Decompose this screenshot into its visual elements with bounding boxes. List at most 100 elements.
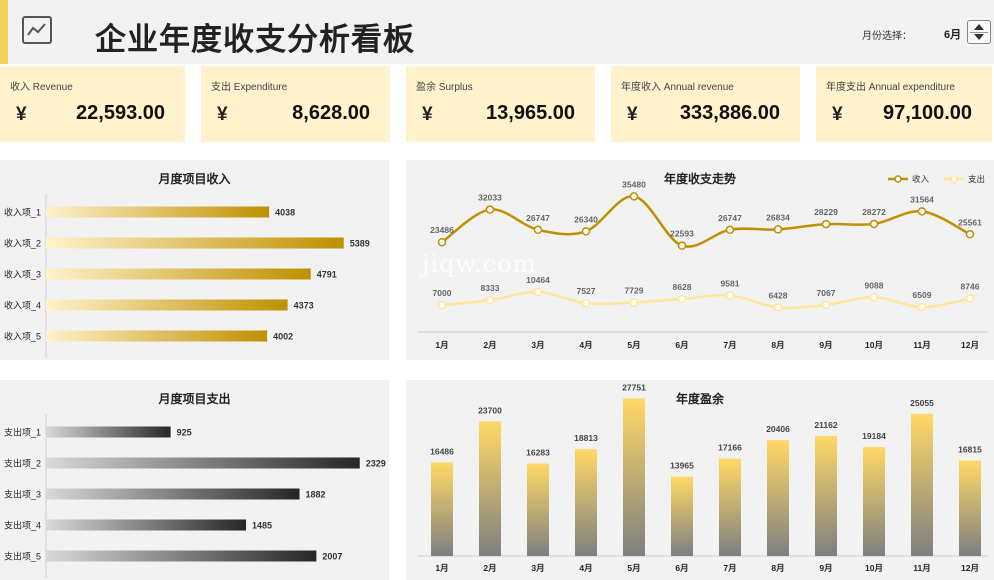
data-label: 20406: [766, 424, 790, 434]
surplus-bar: [767, 440, 789, 556]
surplus-bar: [815, 435, 837, 556]
x-tick-label: 10月: [865, 563, 883, 573]
kpi-card-annual-expenditure: 年度支出 Annual expenditure ¥ 97,100.00: [816, 66, 992, 142]
series-point: [629, 298, 639, 307]
series-point: [533, 287, 543, 297]
x-tick-label: 6月: [675, 340, 688, 350]
surplus-bar: [527, 463, 549, 556]
expense-category-label: 支出项_1: [4, 427, 41, 438]
series-point: [917, 302, 927, 312]
data-label: 22593: [670, 229, 694, 239]
expense-value-label: 925: [177, 428, 192, 438]
series-point: [437, 237, 447, 247]
kpi-label: 年度收入 Annual revenue: [621, 82, 734, 93]
kpi-value: 8,628.00: [292, 102, 370, 124]
annual-surplus-chart: 16486 1月 23700 2月 16283 3月 18813 4月 27751 5月 13965…: [418, 382, 988, 573]
surplus-bar: [575, 449, 597, 556]
data-label: 7067: [817, 288, 836, 298]
dashboard-header: 企业年度收支分析看板 月份选择： 6月: [0, 0, 994, 64]
x-tick-label: 8月: [771, 563, 784, 573]
income-value-label: 4373: [294, 301, 314, 311]
surplus-bar: [719, 458, 741, 556]
month-spinner[interactable]: [967, 20, 991, 44]
income-bar: [46, 268, 311, 280]
series-point: [485, 295, 495, 305]
legend-label: 收入: [912, 174, 930, 184]
month-select-label: 月份选择：: [862, 31, 912, 42]
income-category-label: 收入项_1: [4, 207, 41, 218]
x-tick-label: 7月: [723, 563, 736, 573]
expense-value-label: 1882: [306, 490, 326, 500]
x-tick-label: 2月: [483, 563, 496, 573]
x-tick-label: 7月: [723, 340, 736, 350]
series-point: [869, 293, 879, 302]
dashboard-title: 企业年度收支分析看板: [95, 22, 415, 58]
expense-value-label: 2329: [366, 459, 386, 469]
data-label: 17166: [718, 443, 742, 453]
panel-monthly-expense: 月度项目支出 支出项_1 925 支出项_2 2329 支出项_3 1882 支出项_4 14…: [0, 380, 389, 580]
data-label: 7000: [433, 288, 452, 298]
kpi-currency: ¥: [422, 104, 433, 125]
data-label: 31564: [910, 194, 934, 204]
panel-annual-surplus: 年度盈余 16486 1月 23700 2月 16283 3月 18813 4月 27751 5月…: [406, 380, 994, 580]
series-point: [629, 192, 639, 201]
kpi-currency: ¥: [217, 104, 228, 125]
surplus-bar: [479, 421, 501, 556]
x-tick-label: 1月: [435, 340, 448, 350]
series-point: [725, 225, 735, 235]
kpi-currency: ¥: [627, 104, 638, 125]
expense-value-label: 1485: [252, 521, 272, 531]
data-label: 32033: [478, 193, 502, 203]
expense-bar: [46, 426, 171, 438]
spin-down-icon: [974, 34, 984, 40]
header-accent-bar: [0, 0, 8, 64]
kpi-card-revenue: 收入 Revenue ¥ 22,593.00: [0, 66, 185, 142]
expense-category-label: 支出项_2: [4, 458, 41, 469]
x-tick-label: 11月: [913, 563, 931, 573]
series-point: [821, 300, 831, 310]
series-point: [725, 291, 735, 300]
data-label: 6428: [769, 290, 788, 300]
income-bar: [46, 237, 344, 249]
month-select-value[interactable]: 6月: [944, 29, 962, 41]
income-category-label: 收入项_4: [4, 300, 41, 311]
kpi-label: 盈余 Surplus: [416, 82, 473, 93]
surplus-bar: [431, 462, 453, 556]
series-point: [677, 241, 687, 250]
data-label: 26340: [574, 214, 598, 224]
surplus-bar: [623, 398, 645, 556]
x-tick-label: 3月: [531, 563, 544, 573]
data-label: 16486: [430, 446, 454, 456]
x-tick-label: 6月: [675, 563, 688, 573]
x-tick-label: 10月: [865, 340, 883, 350]
series-line-expense: [441, 290, 971, 310]
x-tick-label: 1月: [435, 563, 448, 573]
series-point: [965, 294, 975, 303]
income-value-label: 4038: [275, 208, 295, 218]
kpi-card-expenditure: 支出 Expenditure ¥ 8,628.00: [201, 66, 390, 142]
expense-category-label: 支出项_4: [4, 520, 41, 531]
kpi-label: 支出 Expenditure: [211, 82, 288, 93]
income-bar: [46, 330, 268, 342]
income-category-label: 收入项_3: [4, 269, 41, 280]
income-value-label: 5389: [350, 239, 370, 249]
x-tick-label: 9月: [819, 563, 832, 573]
data-label: 6509: [913, 290, 932, 300]
data-label: 27751: [622, 382, 646, 392]
data-label: 28229: [814, 207, 838, 217]
kpi-value: 22,593.00: [76, 102, 165, 124]
expense-category-label: 支出项_3: [4, 489, 41, 500]
series-point: [677, 294, 687, 304]
series-point: [437, 300, 447, 310]
x-tick-label: 12月: [961, 340, 979, 350]
data-label: 18813: [574, 433, 598, 443]
income-bar: [46, 299, 288, 311]
income-value-label: 4791: [317, 270, 337, 280]
expense-category-label: 支出项_5: [4, 551, 41, 562]
kpi-label: 收入 Revenue: [10, 82, 73, 93]
kpi-value: 333,886.00: [679, 102, 780, 124]
series-point: [869, 219, 879, 229]
x-tick-label: 4月: [579, 340, 592, 350]
data-label: 28272: [862, 207, 886, 217]
expense-bar: [46, 519, 247, 531]
